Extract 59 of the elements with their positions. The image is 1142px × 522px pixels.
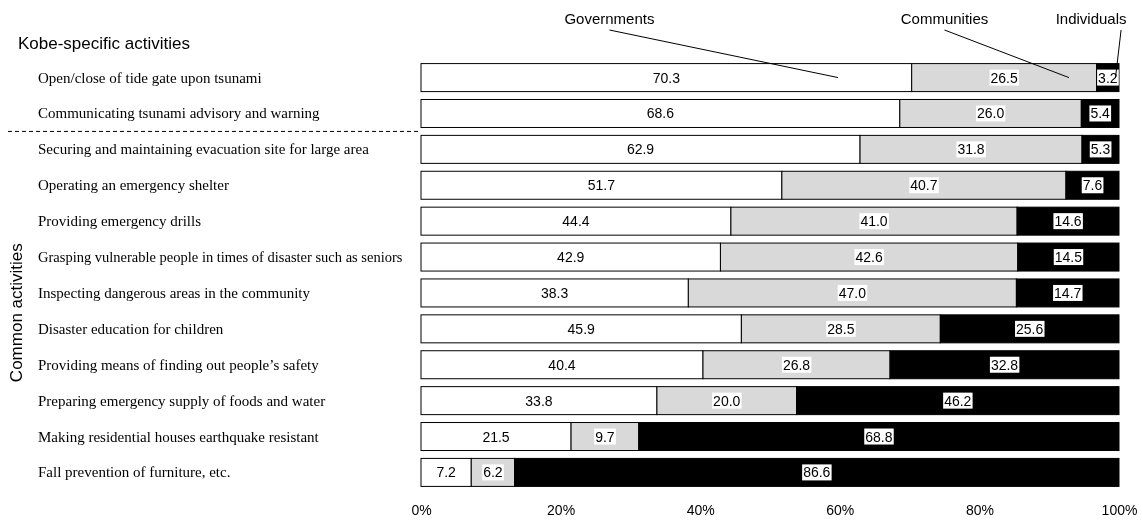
data-label: 3.2	[1098, 69, 1118, 86]
data-label: 14.7	[1054, 284, 1082, 301]
y-tick-label: Disaster education for children	[38, 320, 224, 337]
text: Governments	[564, 10, 655, 27]
y-tick-label: Providing emergency drills	[38, 213, 202, 230]
y-tick-label: Securing and maintaining evacuation site for large area	[38, 141, 370, 158]
text: Communities	[900, 10, 989, 27]
data-label: 6.2	[483, 464, 503, 481]
data-label: 21.5	[482, 428, 510, 445]
y-tick-label: Fall prevention of furniture, etc.	[38, 464, 231, 481]
x-tick-label: 60%	[826, 501, 855, 518]
data-label: 51.7	[587, 177, 616, 194]
y-tick-label: Operating an emergency shelter	[38, 177, 229, 194]
data-label: 47.0	[838, 284, 867, 301]
data-label: 26.0	[976, 105, 1005, 122]
data-label: 62.9	[626, 141, 655, 158]
data-label: 25.6	[1016, 320, 1044, 337]
data-label: 5.4	[1090, 105, 1111, 122]
data-label: 40.7	[910, 177, 938, 194]
data-label: 14.6	[1054, 213, 1082, 230]
data-label: 26.5	[990, 69, 1019, 86]
y-tick-label: Making residential houses earthquake resistant	[38, 428, 320, 445]
data-label: 68.6	[646, 105, 675, 122]
x-tick-label: 0%	[411, 501, 432, 518]
x-tick-label: 20%	[547, 501, 576, 518]
data-label: 46.2	[944, 392, 972, 409]
data-label: 7.2	[436, 464, 457, 481]
x-tick-label: 40%	[686, 501, 715, 518]
data-label: 32.8	[990, 356, 1019, 373]
y-tick-label: Preparing emergency supply of foods and water	[38, 392, 326, 409]
data-label: 45.9	[567, 320, 596, 337]
data-label: 38.3	[541, 284, 569, 301]
data-label: 41.0	[860, 213, 888, 230]
x-tick-label: 100%	[1101, 501, 1138, 518]
data-label: 42.6	[855, 249, 883, 266]
y-tick-label: Providing means of finding out people’s safety	[38, 356, 320, 373]
y-tick-label: Inspecting dangerous areas in the community	[38, 284, 311, 301]
data-label: 20.0	[713, 392, 741, 409]
y-tick-label: Grasping vulnerable people in times of disaster such as seniors	[38, 249, 403, 266]
data-label: 5.3	[1090, 141, 1111, 158]
data-label: 7.6	[1082, 177, 1103, 194]
x-tick-label: 80%	[965, 501, 994, 518]
y-tick-label: Open/close of tide gate upon tsunami	[38, 69, 262, 86]
data-label: 70.3	[652, 69, 681, 86]
data-label: 42.9	[557, 249, 585, 266]
data-label: 86.6	[803, 464, 831, 481]
data-label: 44.4	[562, 213, 590, 230]
y-tick-label: Communicating tsunami advisory and warning	[38, 105, 321, 122]
data-label: 14.5	[1054, 249, 1083, 266]
data-label: 33.8	[525, 392, 553, 409]
data-label: 31.8	[957, 141, 985, 158]
text: Kobe-specific activities	[18, 34, 190, 53]
data-label: 28.5	[827, 320, 855, 337]
data-label: 9.7	[595, 428, 615, 445]
data-label: 40.4	[548, 356, 576, 373]
data-label: 68.8	[865, 428, 893, 445]
data-label: 26.8	[782, 356, 811, 373]
text: Individuals	[1055, 10, 1127, 27]
y-axis-title: Common activities	[7, 243, 26, 383]
